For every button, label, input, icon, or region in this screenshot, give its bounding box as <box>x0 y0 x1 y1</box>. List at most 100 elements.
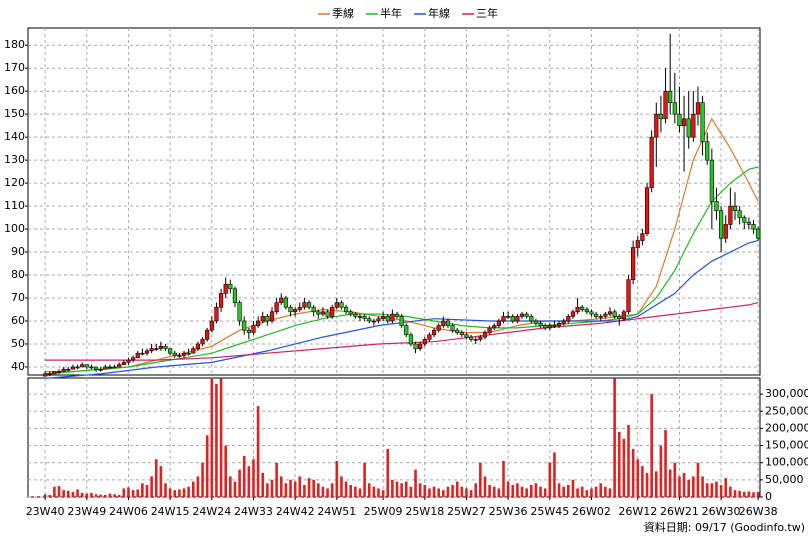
volume-bar <box>117 494 121 497</box>
volume-bar <box>580 486 584 497</box>
volume-bar <box>738 490 741 497</box>
volume-bar <box>275 462 278 497</box>
volume-bar <box>557 483 561 497</box>
volume-bar <box>122 488 126 497</box>
candle-body <box>367 318 372 322</box>
volume-bar <box>164 483 167 497</box>
candle-body <box>654 113 659 138</box>
candle-body <box>320 311 326 315</box>
volume-bar <box>173 490 177 497</box>
volume-bar <box>747 491 751 497</box>
candle-body <box>394 313 400 317</box>
volume-bar <box>312 479 315 497</box>
volume-bar <box>451 484 454 497</box>
candle-body <box>343 306 349 313</box>
volume-bar <box>497 488 501 497</box>
candle-body <box>589 311 594 315</box>
candle-body <box>700 102 705 143</box>
candle-body <box>274 302 279 313</box>
volume-bar <box>724 478 728 497</box>
candle-body <box>52 371 57 375</box>
volume-bar <box>66 490 70 497</box>
candle-body <box>487 327 492 333</box>
volume-bar <box>659 445 663 497</box>
volume-bar <box>664 430 667 497</box>
volume-bar <box>154 459 158 497</box>
candle-body <box>131 357 136 361</box>
candle-body <box>353 313 358 317</box>
candle-body <box>515 316 520 322</box>
candle-body <box>538 322 543 326</box>
volume-bar <box>196 476 200 497</box>
candle-body <box>75 366 80 369</box>
volume-bar <box>455 481 459 497</box>
volume-bar <box>238 469 241 497</box>
y-tick-label: 40 <box>11 360 25 373</box>
candle-body <box>455 329 460 333</box>
y-tick-label: 160 <box>4 84 25 97</box>
candle-body <box>584 309 589 313</box>
volume-bar <box>303 484 306 497</box>
volume-bar <box>377 488 380 497</box>
volume-bar <box>284 483 288 497</box>
candle-body <box>533 320 539 324</box>
candle-body <box>668 90 673 103</box>
volume-bar <box>502 460 505 497</box>
volume-bar <box>590 488 593 497</box>
candle-body <box>237 302 242 322</box>
volume-bar <box>256 406 260 497</box>
volume-bar <box>534 483 538 497</box>
y-tick-label: 170 <box>4 61 25 74</box>
volume-bar <box>210 378 214 497</box>
candle-body <box>728 205 733 225</box>
candle-body <box>709 159 714 202</box>
volume-bar <box>548 462 552 497</box>
volume-tick-label: 100,000 <box>765 456 808 469</box>
volume-bar <box>474 483 478 497</box>
volume-bar <box>492 486 496 497</box>
volume-bar <box>326 488 329 497</box>
candle-body <box>492 325 497 329</box>
x-tick-label: 24W24 <box>192 505 231 518</box>
candle-body <box>723 224 728 239</box>
volume-bar <box>641 466 644 497</box>
volume-bar <box>270 479 274 497</box>
candle-body <box>306 302 312 308</box>
candle-body <box>186 352 191 355</box>
candle-body <box>552 325 557 327</box>
volume-bar <box>418 483 422 497</box>
y-tick-label: 90 <box>11 245 25 258</box>
volume-bar <box>442 490 445 497</box>
volume-bar <box>414 469 417 497</box>
y-tick-label: 60 <box>11 314 25 327</box>
volume-bar <box>136 489 140 497</box>
candle-body <box>607 311 613 315</box>
volume-bar <box>187 486 190 497</box>
volume-bar <box>752 492 755 497</box>
candle-body <box>529 316 534 322</box>
y-tick-label: 70 <box>11 291 25 304</box>
volume-bar <box>48 494 52 497</box>
candle-body <box>251 325 256 333</box>
candle-body <box>686 118 691 138</box>
x-tick-label: 24W42 <box>276 505 315 518</box>
volume-bar <box>608 488 612 497</box>
volume-bar <box>446 486 450 497</box>
candle-body <box>279 297 284 303</box>
volume-bar <box>108 493 112 497</box>
candle-body <box>288 306 293 313</box>
candle-body <box>436 325 441 331</box>
x-tick-label: 25W27 <box>447 505 486 518</box>
volume-bar <box>113 494 116 497</box>
volume-tick-label: 250,000 <box>765 404 808 417</box>
candle-body <box>756 228 761 239</box>
volume-bar <box>224 445 228 497</box>
ma-line <box>45 302 759 361</box>
candle-body <box>218 293 224 308</box>
candle-body <box>66 368 71 371</box>
candle-body <box>580 306 585 310</box>
candle-body <box>269 311 275 322</box>
candle-body <box>232 288 238 303</box>
x-tick-label: 26W02 <box>572 505 611 518</box>
